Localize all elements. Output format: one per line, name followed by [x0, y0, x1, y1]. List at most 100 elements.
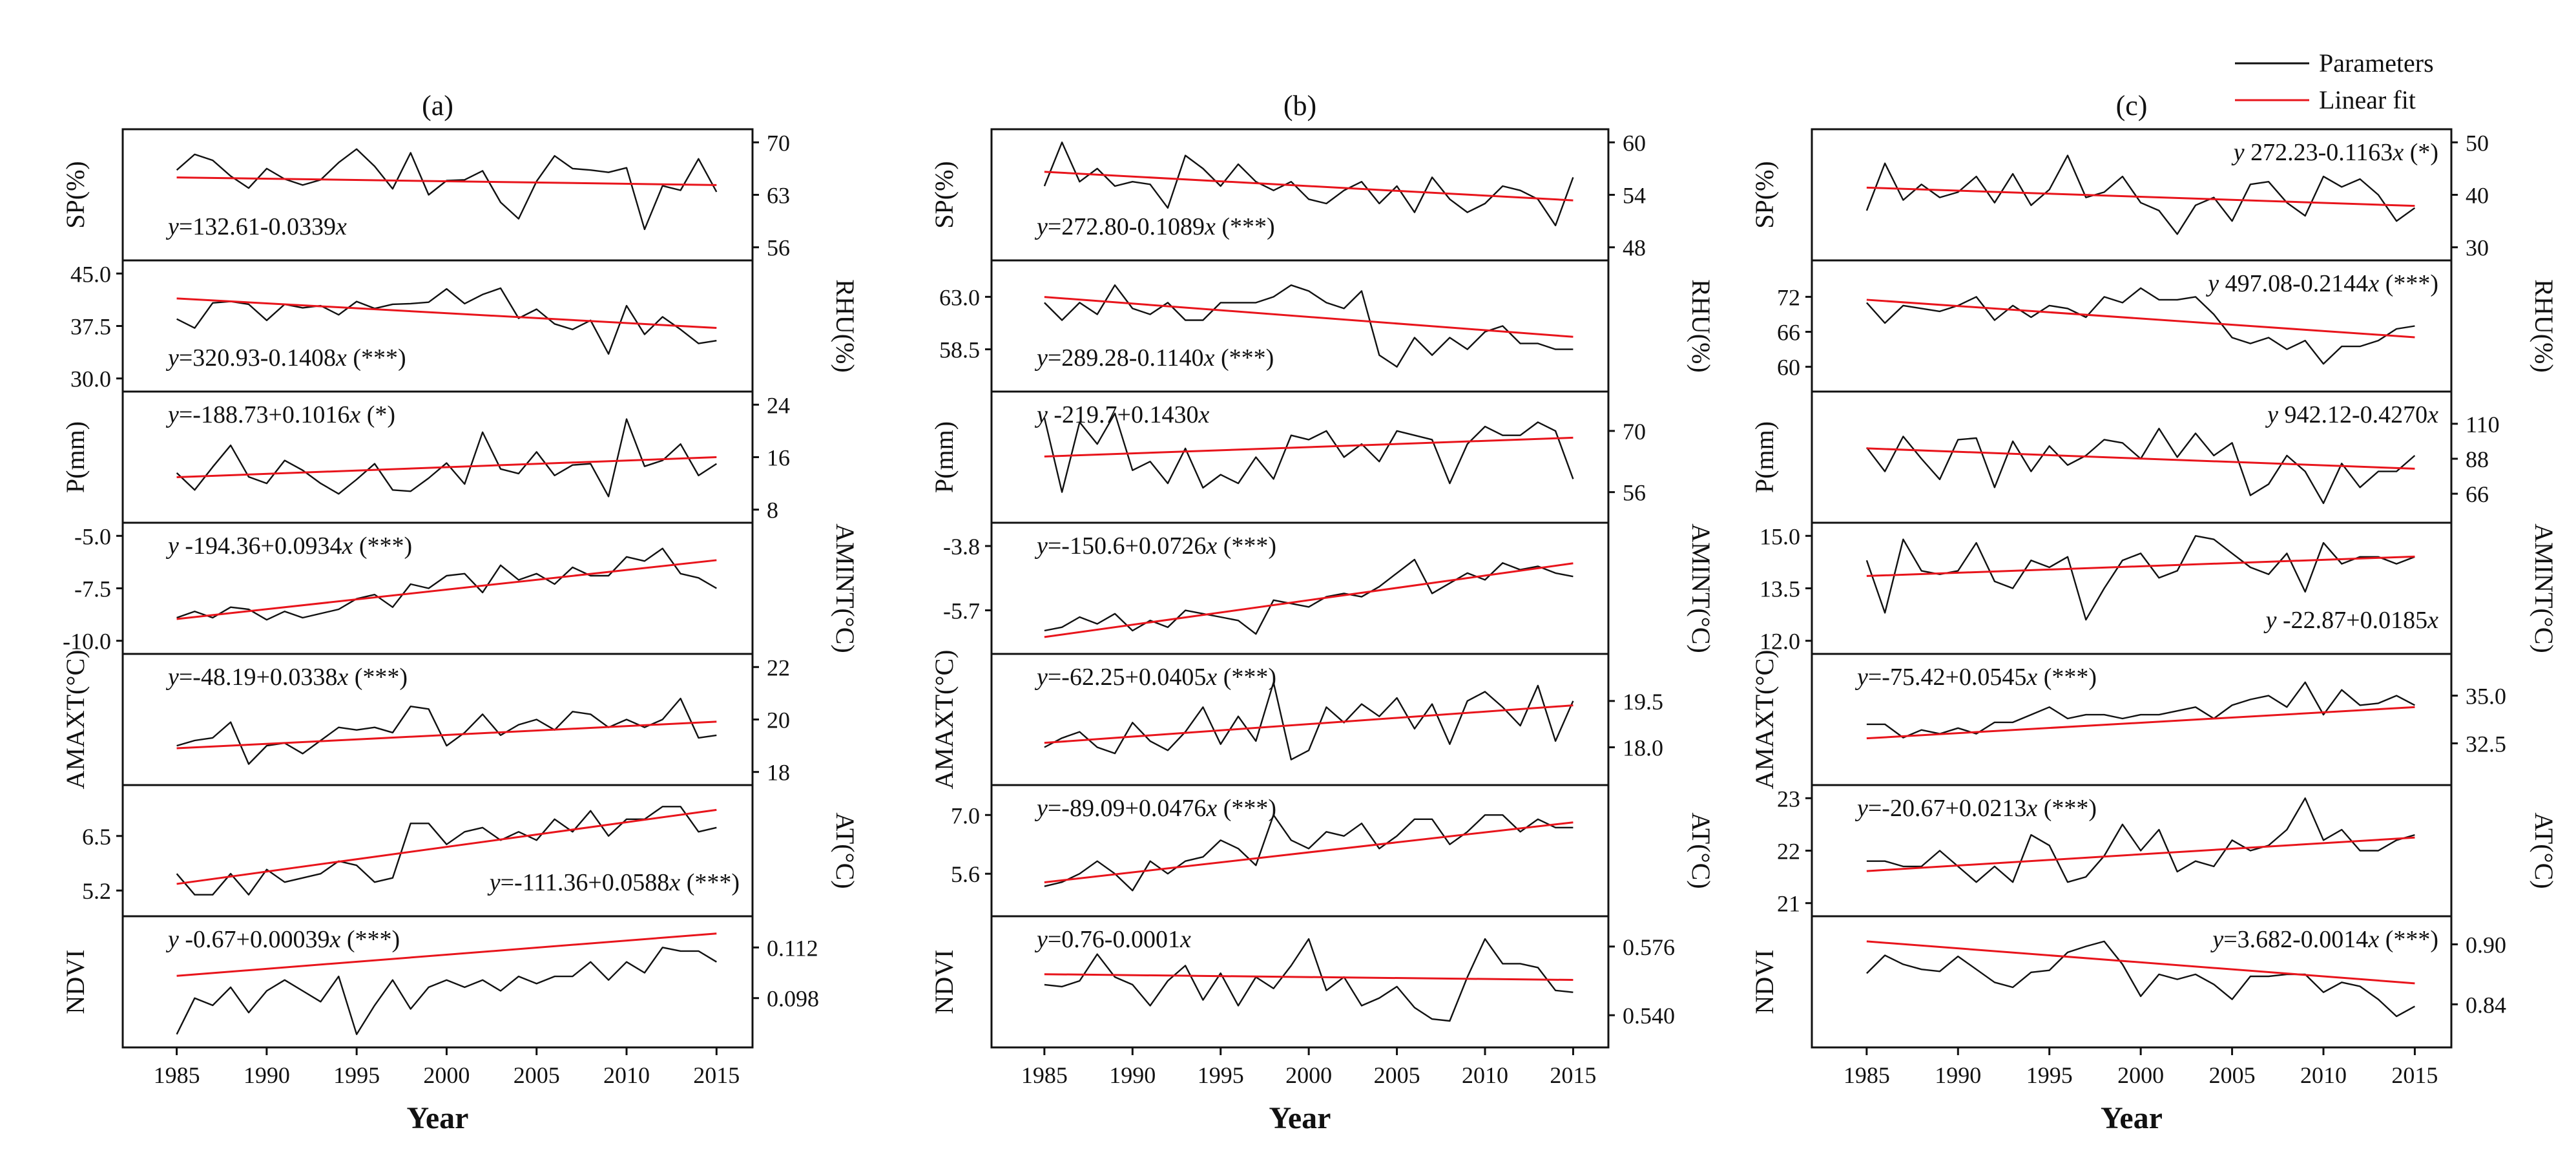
fit-line — [1044, 821, 1574, 883]
x-tick-label: 1990 — [1935, 1062, 1981, 1088]
series-line — [1865, 154, 2416, 235]
y-axis-label: SP(%) — [61, 161, 90, 228]
y-axis-label: AMINT(°C) — [1687, 523, 1716, 653]
fit-line — [1044, 704, 1574, 744]
row-frame — [121, 784, 754, 918]
y-tick-label: 12.0 — [1760, 629, 1800, 655]
y-tick-label: 18 — [767, 760, 790, 786]
y-tick-label: 13.5 — [1760, 576, 1800, 602]
y-axis-label: SP(%) — [930, 161, 959, 228]
series-line — [1865, 535, 2415, 621]
series-line — [1043, 412, 1574, 493]
fit-line — [1044, 436, 1574, 457]
fit-line — [1044, 973, 1574, 982]
x-tick-label: 1985 — [1844, 1062, 1890, 1088]
fit-equation: y 272.23-0.1163x (*) — [2231, 139, 2438, 166]
fit-equation: y=289.28-0.1140x (***) — [1034, 344, 1274, 372]
y-tick-label: 19.5 — [1623, 689, 1663, 715]
y-tick-label: 63.0 — [939, 284, 980, 310]
y-tick-label: 5.2 — [82, 878, 111, 904]
fit-equation: y=-111.36+0.0588x (***) — [487, 869, 740, 896]
y-tick-label: 0.112 — [767, 935, 818, 961]
row-frame — [1811, 521, 2453, 655]
y-tick-label: 0.098 — [767, 986, 819, 1012]
row-at: 23 22 21 AT(°C) y=-20.67+0.0213x (***) — [1777, 784, 2559, 918]
fit-equation: y=-89.09+0.0476x (***) — [1034, 795, 1276, 822]
y-tick-label: 30.0 — [70, 366, 111, 392]
y-tick-label: -7.5 — [74, 576, 111, 602]
y-axis-label: NDVI — [61, 950, 90, 1014]
fit-equation: y=-62.25+0.0405x (***) — [1034, 664, 1276, 691]
x-axis-label: Year — [407, 1101, 469, 1135]
legend-series-label: Parameters — [2319, 48, 2434, 78]
series-line — [176, 947, 717, 1035]
row-amaxt: 35.0 32.5 AMAXT(°C) y=-75.42+0.0545x (***) — [1750, 650, 2506, 790]
panel-c: (c) 50 40 30 SP(%) y 272.23-0.1163x (*) 72 66 60… — [1750, 90, 2559, 1135]
y-axis-label: AMINT(°C) — [2529, 523, 2559, 653]
x-axis-label: Year — [1269, 1101, 1331, 1135]
x-tick-label: 1985 — [154, 1062, 200, 1088]
fit-line — [176, 808, 717, 885]
row-p: 70 56 P(mm) y -219.7+0.1430x — [930, 390, 1646, 524]
x-tick-label: 1995 — [1198, 1062, 1244, 1088]
fit-line — [176, 559, 717, 620]
row-frame — [990, 128, 1610, 262]
y-tick-label: 0.90 — [2466, 932, 2506, 958]
y-tick-label: 50 — [2466, 130, 2489, 156]
fit-line — [1866, 836, 2415, 872]
x-tick-label: 2000 — [423, 1062, 470, 1088]
y-tick-label: -3.8 — [943, 534, 980, 560]
y-tick-label: 60 — [1623, 130, 1646, 156]
x-tick-label: 2000 — [1285, 1062, 1332, 1088]
x-tick-label: 2010 — [603, 1062, 650, 1088]
y-tick-label: 15.0 — [1760, 523, 1800, 549]
fit-equation: y=320.93-0.1408x (***) — [165, 344, 406, 372]
x-tick-label: 2000 — [2117, 1062, 2164, 1088]
fit-equation: y=-150.6+0.0726x (***) — [1034, 532, 1276, 560]
y-tick-label: 37.5 — [70, 314, 111, 340]
y-tick-label: 22 — [767, 655, 790, 680]
fit-equation: y 497.08-0.2144x (***) — [2205, 270, 2438, 297]
fit-equation: y=0.76-0.0001x — [1034, 926, 1191, 953]
row-frame — [121, 915, 754, 1049]
panel-title: (b) — [1283, 90, 1316, 121]
row-amint: 15.0 13.5 12.0 AMINT(°C) y -22.87+0.0185x — [1760, 521, 2559, 655]
fit-line — [1044, 296, 1574, 338]
legend: Parameters Linear fit — [2235, 48, 2434, 114]
x-tick-label: 1995 — [333, 1062, 380, 1088]
fit-equation: y=3.682-0.0014x (***) — [2210, 926, 2438, 953]
y-axis-label: AMAXT(°C) — [1750, 650, 1779, 790]
fit-line — [1044, 562, 1574, 638]
y-tick-label: 7.0 — [951, 803, 980, 828]
series-line — [1044, 558, 1574, 635]
y-tick-label: 70 — [767, 130, 790, 156]
y-tick-label: 24 — [767, 392, 790, 418]
fit-line — [176, 932, 717, 977]
row-amint: -3.8 -5.7 AMINT(°C) y=-150.6+0.0726x (***) — [943, 521, 1716, 655]
y-tick-label: 20 — [767, 708, 790, 733]
row-frame — [990, 259, 1610, 393]
row-sp: 60 54 48 SP(%) y=272.80-0.1089x (***) — [930, 128, 1646, 262]
fit-equation: y -22.87+0.0185x — [2263, 607, 2438, 634]
row-frame — [990, 915, 1610, 1049]
row-sp: 70 63 56 SP(%) y=132.61-0.0339x — [61, 128, 790, 262]
y-tick-label: 0.84 — [2466, 992, 2506, 1018]
y-tick-label: 56 — [1623, 480, 1646, 506]
y-tick-label: 60 — [1777, 355, 1800, 381]
x-tick-label: 2015 — [2391, 1062, 2438, 1088]
y-tick-label: -5.0 — [74, 523, 111, 549]
fit-line — [176, 720, 717, 750]
row-ndvi: 0.112 0.098 NDVI y -0.67+0.00039x (***) — [61, 915, 819, 1049]
y-tick-label: 56 — [767, 235, 790, 261]
fit-line — [1866, 186, 2415, 207]
row-rhu: 72 66 60 RHU(%) y 497.08-0.2144x (***) — [1777, 259, 2559, 393]
row-ndvi: 0.576 0.540 NDVI y=0.76-0.0001x — [930, 915, 1675, 1049]
y-tick-label: 30 — [2466, 235, 2489, 261]
row-at: 7.0 5.6 AT(°C) y=-89.09+0.0476x (***) — [951, 784, 1716, 918]
row-frame — [121, 259, 754, 393]
y-tick-label: 5.6 — [951, 861, 980, 887]
y-axis-label: RHU(%) — [831, 279, 860, 372]
y-tick-label: 63 — [767, 183, 790, 209]
fit-equation: y=132.61-0.0339x — [165, 213, 347, 240]
